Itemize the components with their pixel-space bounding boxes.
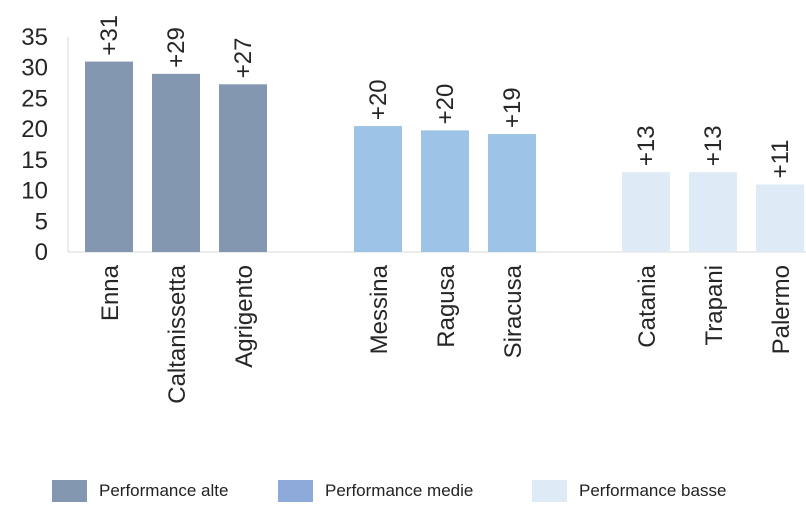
y-tick-label: 35 (21, 24, 48, 51)
y-tick-label: 0 (35, 239, 48, 266)
legend: Performance alte Performance medie Perfo… (0, 474, 806, 510)
y-tick-labels: 0 5 10 15 20 25 30 35 (21, 24, 48, 266)
category-label: Palermo (768, 265, 795, 354)
bar-catania (622, 172, 670, 252)
category-label: Messina (366, 264, 393, 354)
data-label: +29 (163, 27, 190, 68)
data-label: +27 (230, 38, 257, 79)
legend-swatch-alte (52, 480, 87, 502)
y-tick-label: 20 (21, 116, 48, 143)
bar-messina (354, 126, 402, 252)
bar-siracusa (488, 134, 536, 252)
category-label: Enna (97, 264, 124, 321)
legend-label: Performance alte (99, 481, 229, 500)
y-tick-label: 25 (21, 85, 48, 112)
data-labels: +31 +29 +27 +20 +20 +19 +13 +13 +11 (96, 15, 794, 179)
bar-caltanissetta (152, 73, 200, 252)
category-label: Trapani (701, 265, 728, 345)
y-tick-label: 5 (35, 208, 48, 235)
bar-agrigento (219, 84, 267, 252)
category-label: Catania (634, 264, 661, 347)
bar-enna (85, 61, 133, 253)
category-label: Agrigento (231, 265, 258, 368)
legend-label: Performance medie (325, 481, 474, 500)
data-label: +20 (365, 79, 392, 120)
category-label: Caltanissetta (164, 264, 191, 403)
category-label: Siracusa (500, 264, 527, 358)
legend-item-performance-alte: Performance alte (52, 480, 228, 502)
data-label: +11 (767, 139, 794, 178)
data-label: +13 (633, 125, 660, 166)
y-tick-label: 10 (21, 178, 48, 205)
y-tick-label: 30 (21, 55, 48, 82)
legend-item-performance-medie: Performance medie (278, 480, 473, 502)
bars (85, 61, 804, 253)
bar-palermo (756, 184, 804, 252)
bar-ragusa (421, 130, 469, 252)
legend-swatch-medie (278, 480, 313, 502)
bar-trapani (689, 172, 737, 252)
data-label: +31 (96, 15, 123, 56)
data-label: +13 (700, 125, 727, 166)
legend-swatch-basse (532, 480, 567, 502)
y-tick-label: 15 (21, 147, 48, 174)
legend-label: Performance basse (579, 481, 727, 500)
data-label: +19 (499, 87, 526, 128)
category-label: Ragusa (433, 264, 460, 347)
legend-item-performance-basse: Performance basse (532, 480, 726, 502)
category-labels: Enna Caltanissetta Agrigento Messina Ragusa S… (97, 264, 795, 403)
data-label: +20 (432, 84, 459, 125)
